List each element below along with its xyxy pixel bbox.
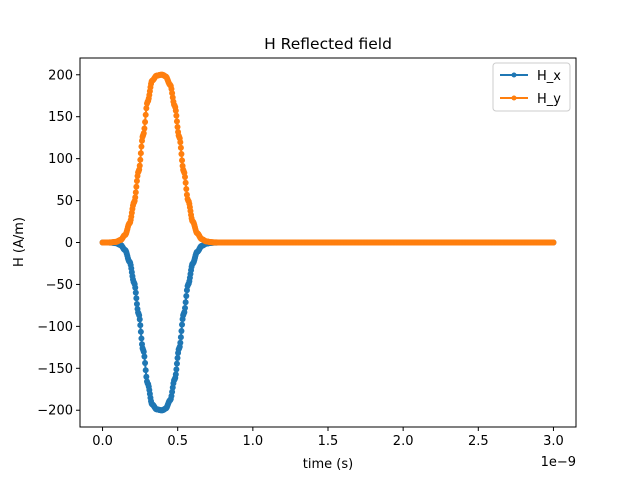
data-point: [173, 112, 180, 119]
data-point: [137, 150, 144, 157]
data-point: [183, 292, 190, 299]
data-point: [172, 371, 179, 378]
data-point: [179, 157, 186, 164]
chart-title: H Reflected field: [264, 35, 392, 53]
data-point: [173, 118, 180, 125]
data-point: [182, 174, 188, 181]
data-point: [169, 388, 176, 395]
x-tick-label: 1.0: [243, 434, 264, 449]
data-point: [182, 299, 189, 306]
data-point: [178, 327, 185, 334]
x-tick-label: 0.0: [92, 434, 113, 449]
x-tick-label: 3.0: [543, 434, 564, 449]
data-point: [136, 316, 143, 323]
y-tick-label: 150: [48, 110, 73, 125]
data-point: [174, 124, 181, 131]
data-point: [177, 139, 184, 146]
x-offset-label: 1e−9: [541, 455, 576, 470]
legend: H_x H_y: [492, 62, 571, 112]
data-point: [132, 194, 139, 201]
y-tick-label: −50: [46, 278, 73, 293]
x-tick-label: 2.0: [393, 434, 414, 449]
data-point: [173, 366, 180, 373]
data-point: [172, 107, 179, 114]
data-point: [142, 118, 149, 125]
y-tick-label: −200: [37, 404, 73, 419]
data-point: [132, 284, 139, 291]
data-point: [138, 143, 145, 150]
data-point: [137, 156, 144, 163]
legend-label-hx: H_x: [537, 69, 561, 84]
data-point: [169, 90, 176, 97]
data-point: [140, 130, 147, 137]
y-axis-label: H (A/m): [12, 217, 27, 267]
data-point: [142, 360, 149, 367]
data-point: [132, 289, 139, 296]
data-point: [133, 300, 140, 307]
plot-area: [99, 71, 557, 414]
legend-label-hy: H_y: [537, 92, 561, 107]
x-tick-label: 2.5: [468, 434, 489, 449]
data-point: [140, 348, 147, 355]
data-point: [142, 367, 149, 374]
data-point: [137, 322, 144, 329]
data-point: [550, 239, 557, 246]
data-point: [182, 179, 189, 186]
data-point: [174, 354, 181, 361]
data-point: [141, 353, 148, 360]
y-tick-label: −150: [37, 362, 73, 377]
data-point: [177, 144, 184, 151]
x-tick-label: 1.5: [318, 434, 339, 449]
legend-marker-hy: [511, 95, 517, 101]
y-tick-label: 50: [56, 194, 73, 209]
axis-ticks: 0.0 0.5 1.0 1.5 2.0 2.5 3.0 −200 −150 −100 −50 0 50 1…: [37, 68, 564, 449]
data-point: [173, 360, 180, 367]
data-point: [178, 151, 185, 158]
data-point: [133, 178, 140, 185]
legend-marker-hx: [511, 72, 517, 78]
data-point: [182, 304, 188, 311]
y-tick-label: 100: [48, 152, 73, 167]
data-point: [133, 183, 140, 190]
x-tick-label: 0.5: [167, 434, 188, 449]
y-tick-label: 0: [65, 236, 73, 251]
data-point: [136, 162, 143, 169]
data-point: [143, 373, 150, 380]
data-point: [138, 335, 145, 342]
data-point: [137, 328, 144, 335]
data-point: [183, 186, 190, 193]
data-point: [142, 111, 149, 118]
x-axis-label: time (s): [303, 457, 353, 472]
data-point: [132, 189, 139, 196]
data-point: [177, 339, 184, 346]
data-point: [179, 321, 186, 328]
series-h-y: [99, 71, 557, 246]
y-tick-label: −100: [37, 320, 73, 335]
data-point: [133, 295, 140, 302]
y-tick-label: 200: [48, 68, 73, 83]
data-point: [143, 105, 150, 112]
data-point: [141, 125, 148, 132]
data-point: [177, 334, 184, 341]
